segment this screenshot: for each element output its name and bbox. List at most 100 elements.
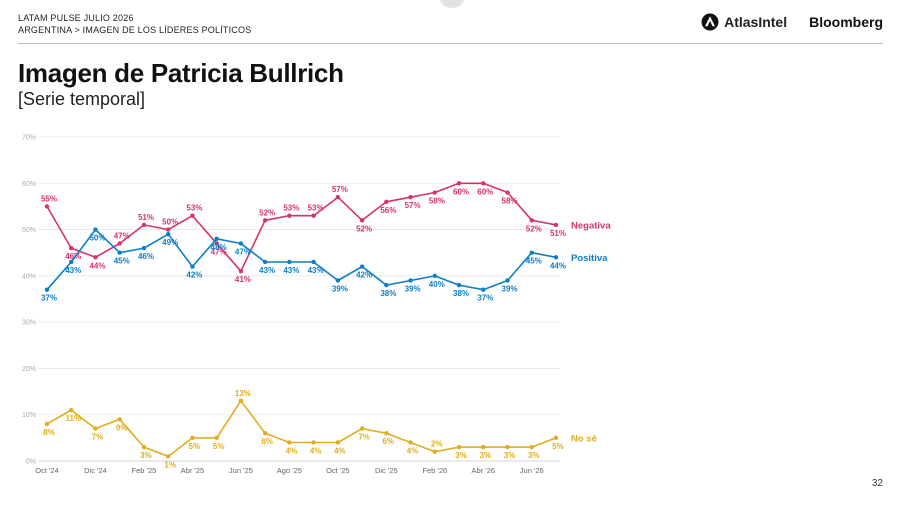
data-label: 7% [358,433,370,442]
data-point [117,250,122,255]
data-point [505,190,510,195]
x-tick-label: Dic '25 [375,466,398,475]
data-label: 47% [235,247,251,256]
x-tick-label: Oct '25 [326,466,350,475]
data-label: 43% [65,266,81,275]
data-label: 41% [235,275,251,284]
y-tick-label: 60% [22,181,36,188]
data-point [165,227,171,232]
data-label: 57% [405,201,421,210]
data-label: 39% [502,284,518,293]
data-label: 43% [283,266,299,275]
data-label: 3% [504,451,516,460]
data-point [335,278,341,283]
data-label: 44% [550,261,566,270]
data-point [93,426,98,431]
data-point [432,190,438,195]
data-label: 42% [186,271,202,280]
data-point [311,259,316,265]
page-number: 32 [871,478,883,489]
data-label: 58% [502,197,518,206]
data-label: 53% [283,204,299,213]
data-point [69,259,74,265]
report-breadcrumb: ARGENTINA > IMAGEN DE LOS LÍDERES POLÍTI… [18,25,252,35]
series-line-0 [46,182,557,273]
data-label: 58% [429,197,445,206]
series-end-label: Negativa [571,220,611,231]
data-point [141,245,147,251]
data-label: 5% [189,442,201,451]
x-tick-label: Oct '24 [35,466,59,475]
data-label: 39% [405,284,421,293]
data-label: 46% [65,252,81,261]
y-tick-label: 20% [22,366,36,373]
y-tick-label: 0% [26,459,36,466]
data-label: 53% [308,204,324,213]
data-point [481,287,486,292]
data-point [190,213,195,218]
data-point [335,440,341,445]
data-point [384,431,389,436]
data-label: 57% [332,185,348,194]
data-label: 37% [41,294,57,303]
data-point [529,250,534,255]
data-point [432,449,438,454]
data-point [214,241,219,246]
data-point [214,236,219,242]
series-end-label: No sé [571,433,597,444]
data-point [238,269,244,274]
data-label: 60% [453,187,469,196]
data-label: 43% [308,266,324,275]
data-point [93,227,98,232]
data-point [359,218,365,223]
data-point [359,426,365,431]
data-point [190,264,195,269]
data-label: 4% [310,446,322,455]
data-label: 44% [89,261,105,270]
y-tick-label: 10% [22,412,36,419]
x-tick-label: Feb '25 [132,466,157,475]
y-tick-label: 40% [22,273,36,280]
data-label: 47% [114,231,130,240]
data-label: 42% [356,271,372,280]
data-point [529,444,534,450]
data-label: 6% [261,437,273,446]
report-header: LATAM PULSE JULIO 2026 ARGENTINA > IMAGE… [18,12,251,36]
x-tick-label: Ago '25 [277,466,302,475]
data-label: 11% [65,414,81,423]
data-point [384,282,389,288]
data-label: 48% [211,243,227,252]
data-label: 4% [407,446,419,455]
data-point [141,222,147,228]
x-tick-label: Dic '24 [84,466,107,475]
data-label: 5% [213,442,225,451]
data-point [311,213,316,218]
data-label: 38% [453,289,469,298]
data-label: 39% [332,284,348,293]
top-tab [439,0,465,8]
data-point [190,435,195,441]
data-point [335,194,341,200]
data-label: 60% [477,187,493,196]
y-tick-label: 30% [22,320,36,327]
data-label: 2% [431,440,443,449]
data-point [505,278,510,283]
data-point [69,407,74,413]
data-label: 52% [259,208,275,217]
x-tick-label: Abr '26 [472,466,496,475]
data-point [262,431,268,436]
data-label: 13% [235,389,251,398]
data-point [481,444,486,450]
data-label: 5% [552,442,564,451]
data-label: 52% [356,224,372,233]
data-point [553,435,559,441]
series-line-2 [46,399,557,458]
data-point [359,264,365,269]
data-point [553,222,559,228]
data-point [44,421,50,427]
data-point [553,255,559,260]
data-point [287,440,292,445]
report-name: LATAM PULSE JULIO 2026 [18,13,134,23]
data-point [481,181,486,186]
